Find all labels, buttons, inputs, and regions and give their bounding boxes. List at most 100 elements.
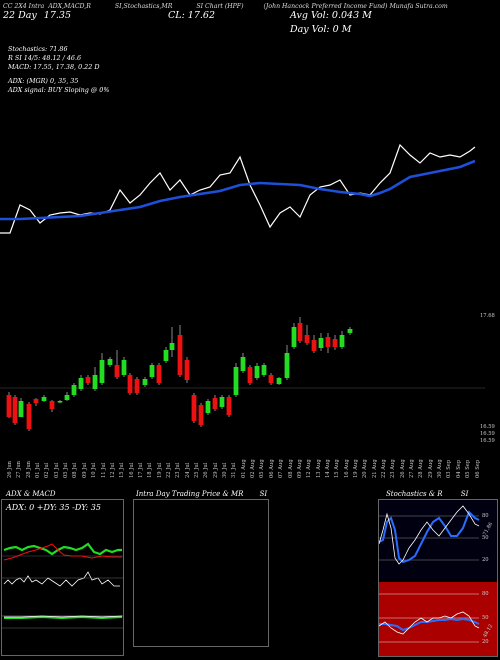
x-tick-label: 22 Jul <box>165 462 172 478</box>
candle-body <box>177 335 183 375</box>
candle-body <box>291 327 297 347</box>
x-tick-label: 26 Aug <box>399 459 406 478</box>
candle-body <box>254 366 260 378</box>
adx-readout: ADX: (MGR) 0, 35, 35 <box>8 77 79 85</box>
stoch-panel-title: Stochastics & R SI <box>386 490 468 498</box>
candle-body <box>268 375 274 383</box>
candle-body <box>198 405 204 425</box>
candle-body <box>311 340 317 351</box>
adx-macd-panel: ADX: 0 +DY: 35 -DY: 35 <box>1 499 124 656</box>
close-price: CL: 17.62 <box>168 10 215 21</box>
candle-body <box>64 395 70 400</box>
x-tick-label: 30 Jul <box>222 462 229 478</box>
x-tick-label: 14 Aug <box>324 459 331 478</box>
x-tick-label: 03 Sep <box>446 459 453 478</box>
x-tick-label: 29 Jul <box>212 462 219 478</box>
candle-body <box>33 399 39 403</box>
price-label-bottom-2: 16.59 <box>480 431 495 437</box>
rsi-background <box>379 582 497 656</box>
candle-body <box>134 379 140 393</box>
x-tick-label: 18 Jul <box>147 462 154 478</box>
candle-body <box>247 367 253 383</box>
candle-body <box>12 397 18 423</box>
candle-body <box>41 397 47 401</box>
x-tick-label: 03 Jul <box>53 462 60 478</box>
candle-body <box>219 397 225 407</box>
candle-body <box>276 378 282 384</box>
rsi-tick-20: 20 <box>482 639 489 645</box>
candle-body <box>318 338 324 348</box>
price-small: 17.35 <box>43 10 71 21</box>
candle-body <box>149 365 155 377</box>
adx-green-line <box>3 542 122 556</box>
candle-body <box>99 360 105 383</box>
rsi-blue-line <box>379 617 480 632</box>
candle-body <box>184 360 190 380</box>
candle-body <box>49 401 55 409</box>
candle-body <box>71 385 77 395</box>
x-tick-label: 19 Jul <box>156 462 163 478</box>
x-tick-label: 09 Aug <box>296 459 303 478</box>
x-tick-label: 23 Aug <box>390 459 397 478</box>
date-line: 22 Day 17.35 <box>3 10 71 21</box>
x-tick-label: 27 Aug <box>409 459 416 478</box>
x-tick-label: 01 Aug <box>240 459 247 478</box>
x-tick-label: 07 Aug <box>278 459 285 478</box>
candle-body <box>304 335 310 343</box>
x-tick-label: 16 Aug <box>343 459 350 478</box>
candle-body <box>297 323 303 341</box>
adx-signal-readout: ADX signal: BUY Sloping @ 0% <box>8 86 110 94</box>
intraday-panel <box>133 499 269 647</box>
candle-body <box>78 378 84 389</box>
x-tick-label: 11 Jul <box>100 462 107 478</box>
price-label-bottom-3: 16.59 <box>480 438 495 444</box>
x-tick-label: 08 Aug <box>287 459 294 478</box>
date-label: 22 Day <box>3 10 37 21</box>
candle-body <box>233 367 239 395</box>
rsi-white-line <box>379 611 480 635</box>
price-chart <box>0 143 485 431</box>
adx-white-line <box>3 571 120 587</box>
candle-body <box>240 357 246 371</box>
candle-body <box>226 397 232 415</box>
x-tick-label: 13 Aug <box>315 459 322 478</box>
x-tick-label: 08 Jul <box>72 462 79 478</box>
x-tick-label: 05 Jul <box>63 462 70 478</box>
candle-body <box>121 360 127 375</box>
x-tick-label: 06 Sep <box>474 459 481 478</box>
x-tick-label: 02 Aug <box>250 459 257 478</box>
stoch-title-main: Stochastics & R <box>386 490 443 498</box>
candle-body <box>347 329 353 333</box>
adx-values: ADX: 0 +DY: 35 -DY: 35 <box>6 503 101 512</box>
candle-body <box>212 398 218 409</box>
x-tick-label: 12 Jul <box>109 462 116 478</box>
rsi-readout: R SI 14/5: 48.12 / 46.6 <box>8 54 82 62</box>
x-tick-label: 23 Jul <box>175 462 182 478</box>
x-tick-label: 26 Jul <box>203 462 210 478</box>
intraday-title-si: SI <box>259 490 268 498</box>
x-tick-label: 19 Aug <box>352 459 359 478</box>
candle-body <box>169 343 175 350</box>
candle-body <box>284 353 290 378</box>
stoch-tick-20: 20 <box>482 557 489 563</box>
x-tick-label: 17 Jul <box>137 462 144 478</box>
x-tick-label: 01 Jul <box>35 462 42 478</box>
candle-body <box>26 404 32 429</box>
stoch-title-si: SI <box>460 490 469 498</box>
x-tick-label: 22 Aug <box>381 459 387 478</box>
day-volume: Day Vol: 0 M <box>290 24 352 35</box>
x-tick-label: 02 Jul <box>44 462 51 478</box>
stoch-tick-50: 50 <box>482 535 489 541</box>
x-tick-label: 25 Jul <box>194 462 200 478</box>
candle-body <box>57 401 63 403</box>
candle-body <box>332 339 338 347</box>
x-tick-label: 10 Jul <box>91 462 98 478</box>
rsi-tick-80: 80 <box>482 591 489 597</box>
candle-body <box>339 335 345 347</box>
candle-body <box>261 365 267 375</box>
ema-line <box>0 159 476 221</box>
macd-readout: MACD: 17.55, 17.38, 0.22 D <box>8 63 100 71</box>
price-label-bottom-1: 16.59 <box>480 424 495 430</box>
stoch-white-line <box>379 505 480 565</box>
x-tick-label: 15 Aug <box>334 459 341 478</box>
